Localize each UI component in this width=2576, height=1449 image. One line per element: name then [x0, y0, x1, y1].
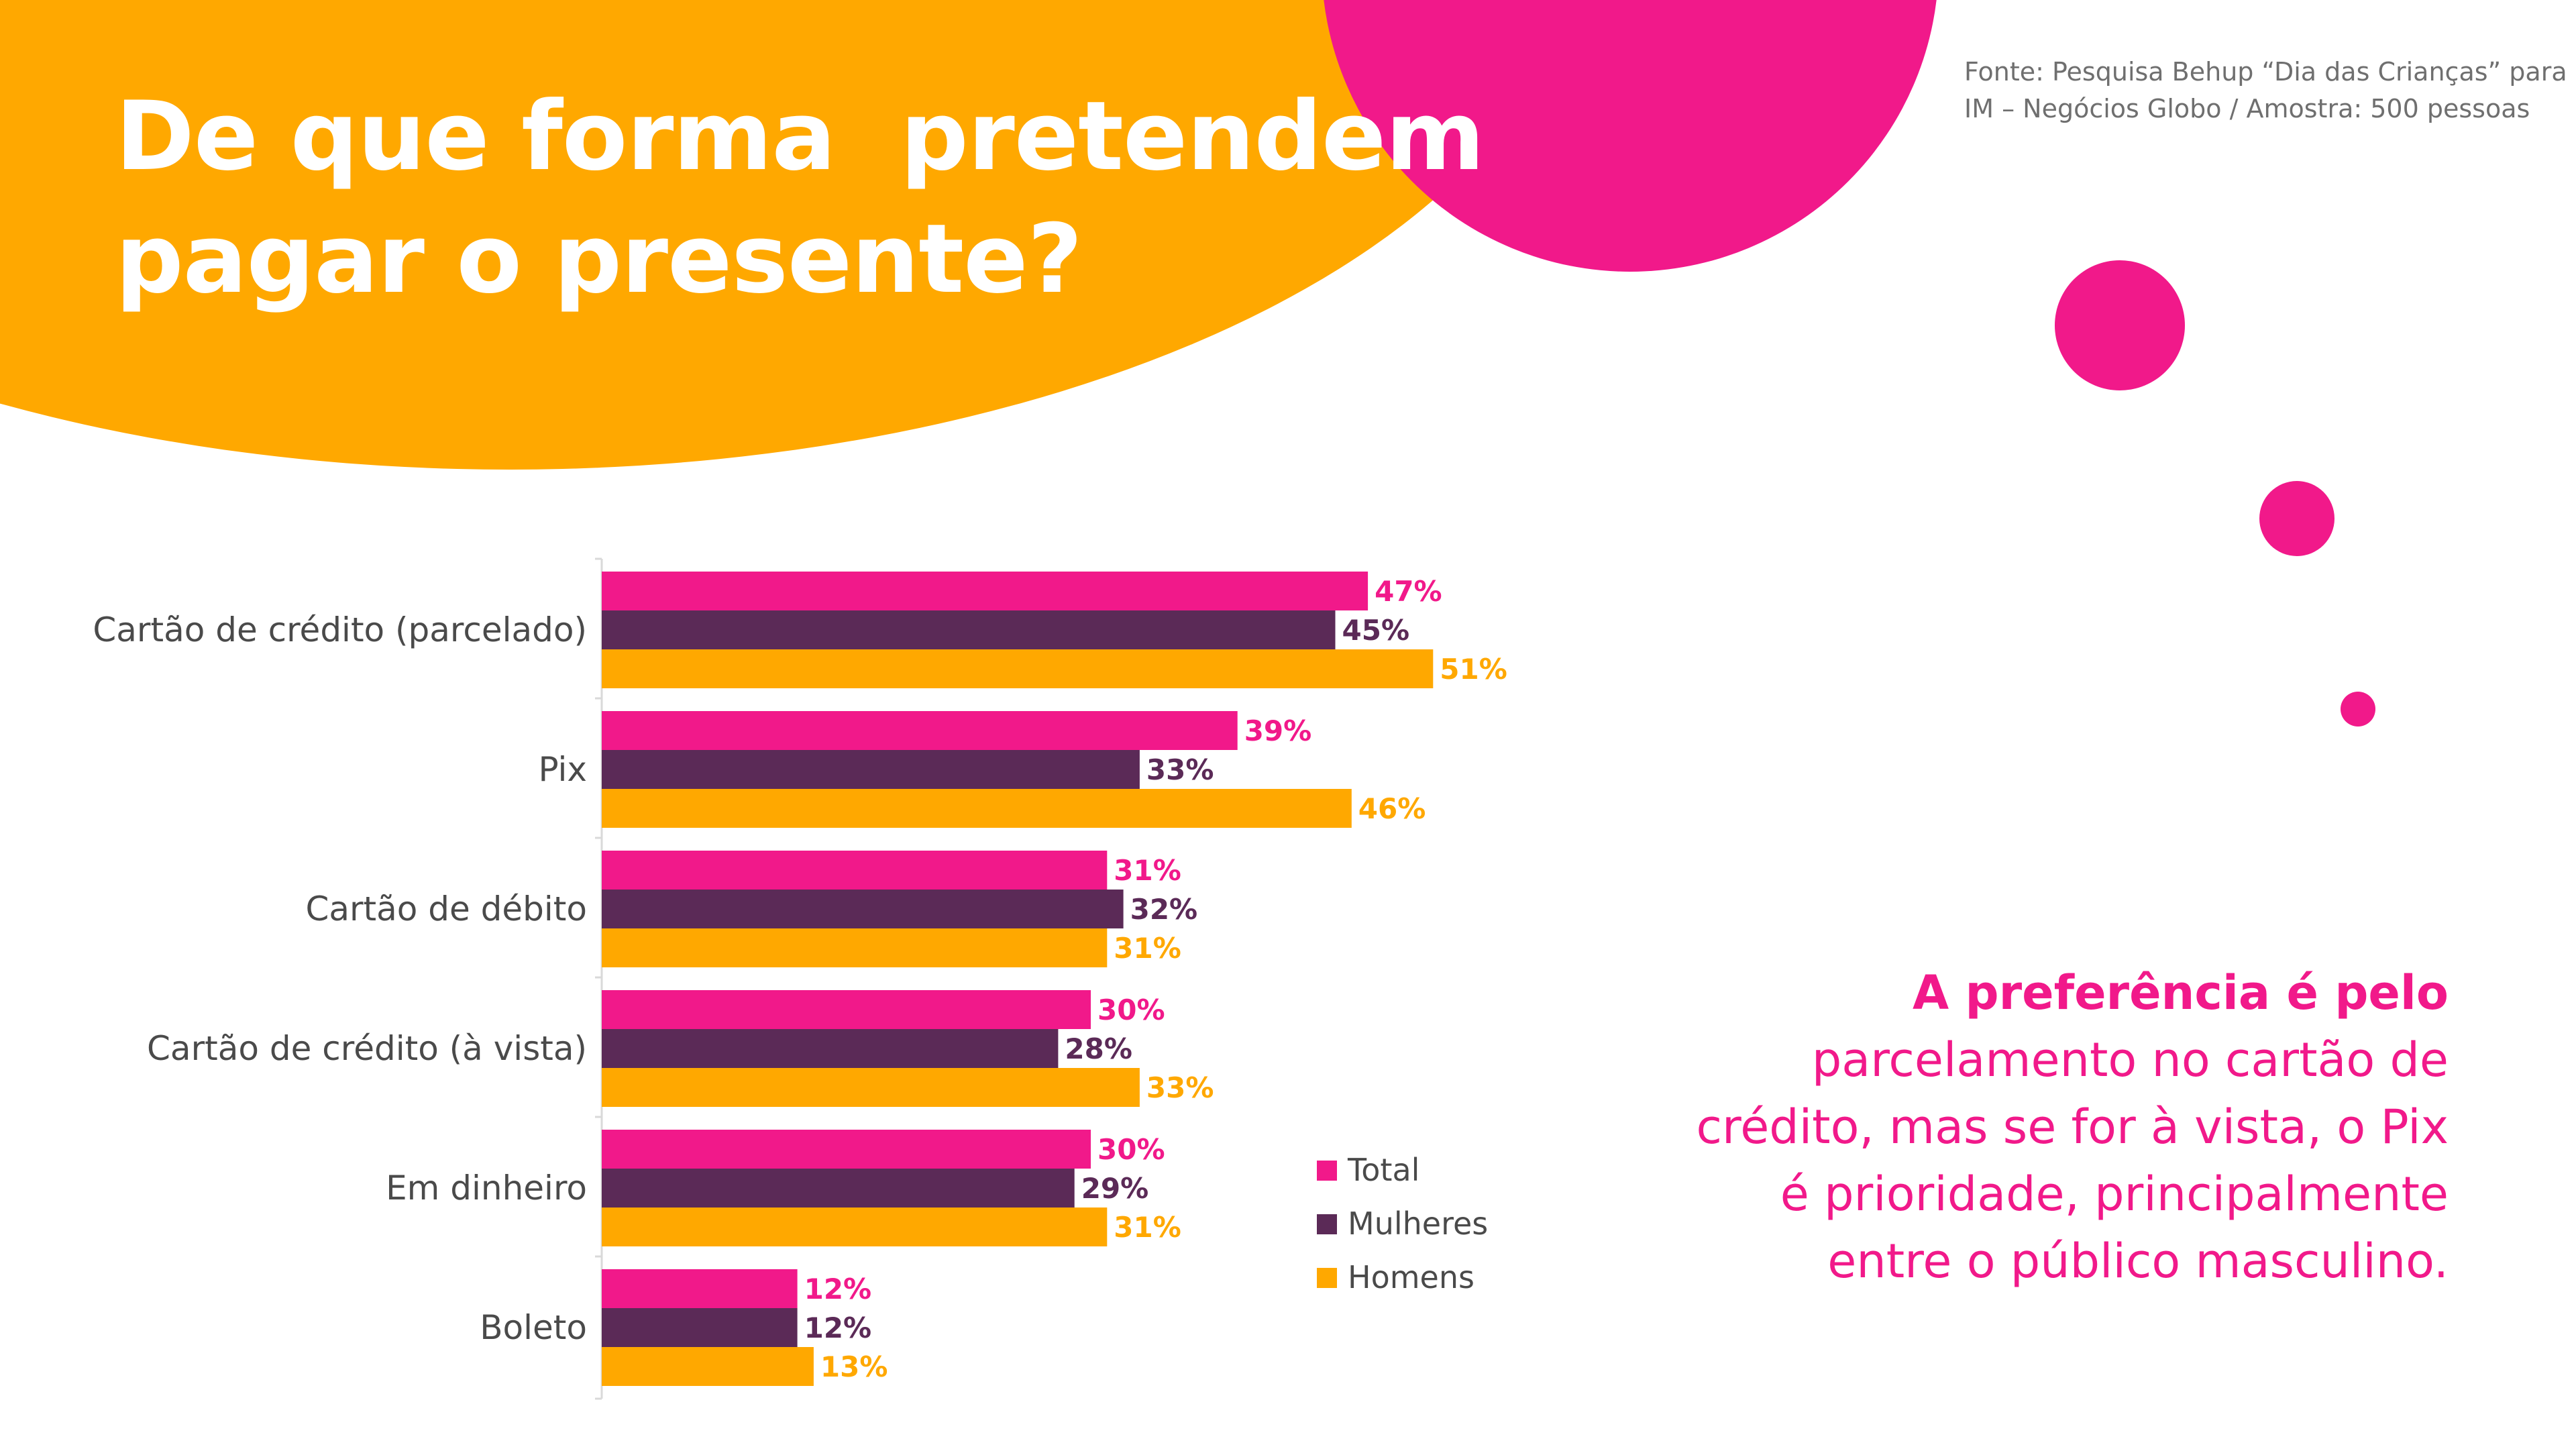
bar-homens	[602, 789, 1352, 828]
source-line-2: IM – Negócios Globo / Amostra: 500 pesso…	[1964, 94, 2530, 123]
bar-mulheres	[602, 750, 1140, 789]
source-note: Fonte: Pesquisa Behup “Dia das Crianças”…	[1964, 54, 2568, 127]
bar-mulheres	[602, 1169, 1075, 1208]
category-label: Cartão de débito	[305, 890, 587, 928]
category-label: Cartão de crédito (à vista)	[147, 1029, 587, 1068]
callout-line-1: parcelamento no cartão de	[1811, 1032, 2449, 1087]
data-label: 33%	[1146, 753, 1214, 786]
bar-homens	[602, 1347, 814, 1386]
data-label: 31%	[1114, 1211, 1181, 1244]
category-label: Pix	[538, 750, 587, 789]
legend-label: Mulheres	[1348, 1205, 1488, 1242]
data-label: 32%	[1130, 893, 1198, 926]
data-label: 33%	[1146, 1071, 1214, 1104]
bar-homens	[602, 1068, 1140, 1107]
bar-total	[602, 1269, 798, 1308]
bar-homens	[602, 928, 1108, 967]
bar-mulheres	[602, 610, 1336, 649]
data-label: 45%	[1342, 614, 1410, 647]
medium-pink-circle	[2055, 260, 2185, 390]
data-label: 31%	[1114, 932, 1181, 965]
page-title: De que forma pretendem pagar o presente?	[115, 75, 1485, 321]
title-line-2: pagar o presente?	[115, 204, 1083, 315]
data-label: 29%	[1081, 1172, 1149, 1205]
title-line-1: De que forma pretendem	[115, 81, 1485, 192]
category-label: Boleto	[480, 1308, 587, 1347]
data-label: 47%	[1375, 575, 1442, 608]
callout-line-2: crédito, mas se for à vista, o Pix	[1696, 1099, 2449, 1155]
large-pink-circle	[1324, 0, 1937, 272]
bar-total	[602, 851, 1108, 890]
data-label: 12%	[804, 1273, 872, 1305]
data-label: 30%	[1097, 994, 1165, 1026]
legend-label: Homens	[1348, 1259, 1474, 1295]
bar-total	[602, 1130, 1091, 1169]
small-pink-circle	[2259, 481, 2334, 556]
category-label: Em dinheiro	[386, 1169, 587, 1208]
legend-swatch-total	[1317, 1161, 1337, 1181]
data-label: 28%	[1065, 1032, 1132, 1065]
data-label: 51%	[1440, 653, 1507, 686]
callout-bold-line: A preferência é pelo	[1912, 965, 2449, 1020]
callout-line-4: entre o público masculino.	[1827, 1234, 2449, 1289]
bar-homens	[602, 649, 1434, 688]
data-label: 13%	[820, 1350, 888, 1383]
data-label: 46%	[1358, 792, 1426, 825]
bar-total	[602, 572, 1368, 610]
legend-swatch-homens	[1317, 1268, 1337, 1288]
data-label: 31%	[1114, 854, 1181, 887]
insight-callout: A preferência é pelo parcelamento no car…	[1442, 959, 2449, 1295]
orange-blob	[0, 0, 1572, 470]
legend-swatch-mulheres	[1317, 1214, 1337, 1234]
callout-line-3: é prioridade, principalmente	[1780, 1167, 2449, 1222]
data-label: 30%	[1097, 1133, 1165, 1166]
bar-homens	[602, 1208, 1108, 1246]
bar-total	[602, 711, 1238, 750]
data-label: 12%	[804, 1311, 872, 1344]
source-line-1: Fonte: Pesquisa Behup “Dia das Crianças”…	[1964, 57, 2567, 87]
bar-mulheres	[602, 890, 1124, 928]
tiny-pink-circle	[2341, 692, 2375, 727]
bar-mulheres	[602, 1308, 798, 1347]
data-label: 39%	[1244, 714, 1312, 747]
category-label: Cartão de crédito (parcelado)	[93, 610, 587, 649]
bar-mulheres	[602, 1029, 1059, 1068]
legend-label: Total	[1347, 1152, 1419, 1188]
bar-total	[602, 990, 1091, 1029]
